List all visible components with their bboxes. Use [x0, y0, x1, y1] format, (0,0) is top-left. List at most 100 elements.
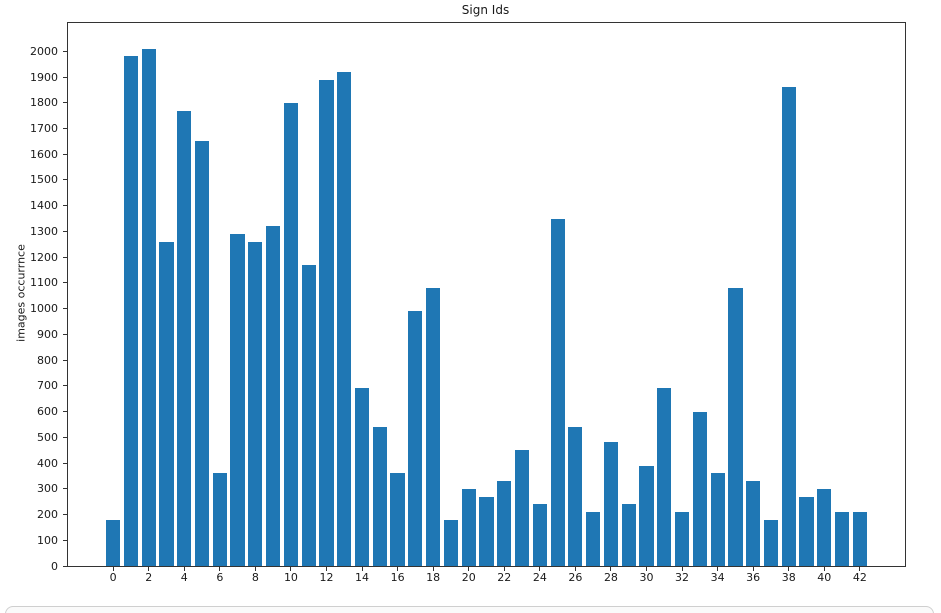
bar: [194, 141, 210, 566]
y-tick-mark: [63, 205, 67, 207]
x-tick-mark: [610, 567, 612, 571]
x-tick-mark: [823, 567, 825, 571]
y-tick-mark: [63, 462, 67, 464]
bar: [763, 519, 779, 566]
x-tick-label: 16: [390, 571, 405, 584]
y-tick-mark: [63, 359, 67, 361]
y-tick-mark: [63, 256, 67, 258]
y-tick-label: 1600: [30, 147, 58, 161]
x-tick-mark: [574, 567, 576, 571]
y-tick-mark: [63, 179, 67, 181]
y-tick-label: 2000: [30, 44, 58, 58]
bar: [212, 473, 227, 566]
y-tick-label: 800: [37, 353, 58, 367]
x-tick-label: 38: [781, 571, 796, 584]
x-tick-label: 12: [319, 571, 334, 584]
bar: [728, 288, 743, 566]
bar: [159, 241, 174, 566]
bar: [230, 234, 245, 566]
bar: [710, 473, 725, 566]
bar: [337, 71, 352, 566]
y-tick-label: 1900: [30, 70, 58, 84]
y-tick-mark: [63, 411, 67, 413]
bar: [532, 504, 547, 566]
x-tick-label: 24: [532, 571, 547, 584]
bar: [123, 56, 139, 566]
x-tick-mark: [183, 567, 185, 571]
bar: [390, 473, 405, 566]
bar: [301, 264, 316, 566]
bar: [799, 496, 814, 566]
x-tick-label: 14: [355, 571, 370, 584]
bar: [319, 79, 334, 566]
bar: [852, 511, 867, 566]
bar: [657, 388, 672, 566]
bar: [106, 519, 121, 566]
x-tick-mark: [219, 567, 221, 571]
y-tick-label: 200: [37, 508, 58, 522]
x-tick-label: 22: [497, 571, 512, 584]
y-tick-label: 1400: [30, 199, 58, 213]
notebook-cell[interactable]: [5, 606, 934, 613]
bar: [248, 241, 263, 566]
y-tick-mark: [63, 50, 67, 52]
x-tick-mark: [859, 567, 861, 571]
y-tick-label: 500: [37, 430, 58, 444]
x-tick-mark: [468, 567, 470, 571]
x-tick-label: 32: [675, 571, 690, 584]
y-tick-label: 900: [37, 327, 58, 341]
y-tick-label: 1300: [30, 224, 58, 238]
x-tick-mark: [290, 567, 292, 571]
x-tick-label: 40: [817, 571, 832, 584]
x-tick-label: 26: [568, 571, 583, 584]
x-tick-mark: [432, 567, 434, 571]
y-tick-mark: [63, 565, 67, 567]
x-tick-label: 28: [603, 571, 618, 584]
y-tick-label: 1200: [30, 250, 58, 264]
y-tick-mark: [63, 436, 67, 438]
x-tick-label: 42: [852, 571, 867, 584]
bar: [408, 311, 423, 566]
x-tick-mark: [148, 567, 150, 571]
x-tick-mark: [681, 567, 683, 571]
y-tick-label: 300: [37, 482, 58, 496]
x-tick-mark: [361, 567, 363, 571]
x-tick-label: 8: [251, 571, 259, 584]
x-tick-mark: [254, 567, 256, 571]
x-tick-mark: [503, 567, 505, 571]
y-tick-mark: [63, 488, 67, 490]
x-tick-label: 10: [283, 571, 298, 584]
y-tick-mark: [63, 76, 67, 78]
y-tick-label: 1100: [30, 276, 58, 290]
y-tick-mark: [63, 385, 67, 387]
x-tick-mark: [325, 567, 327, 571]
bar: [461, 488, 476, 566]
plot-area: 0 100 200 300 400 500 600 700 800 900 1000 1100 1200…: [30, 22, 906, 584]
x-tick-label: 0: [109, 571, 117, 584]
x-tick-label: 6: [216, 571, 224, 584]
x-tick-mark: [112, 567, 114, 571]
bar: [639, 465, 654, 566]
y-tick-label: 100: [37, 533, 58, 547]
x-tick-label: 4: [180, 571, 188, 584]
bar: [372, 427, 387, 566]
bar: [817, 488, 832, 566]
bar: [283, 102, 299, 566]
y-tick-label: 600: [37, 405, 58, 419]
bar: [497, 481, 512, 566]
bar: [177, 110, 192, 566]
y-tick-mark: [63, 102, 67, 104]
y-tick-mark: [63, 514, 67, 516]
bar: [834, 511, 850, 566]
bar: [141, 48, 156, 566]
x-tick-label: 34: [710, 571, 725, 584]
bar: [674, 511, 690, 566]
x-tick-mark: [646, 567, 647, 571]
x-tick-mark: [788, 567, 790, 571]
x-tick-label: 18: [426, 571, 441, 584]
bar: [692, 411, 707, 566]
y-tick-label: 1000: [30, 302, 58, 316]
chart-title: Sign Ids: [461, 3, 510, 17]
x-tick-mark: [752, 567, 754, 571]
